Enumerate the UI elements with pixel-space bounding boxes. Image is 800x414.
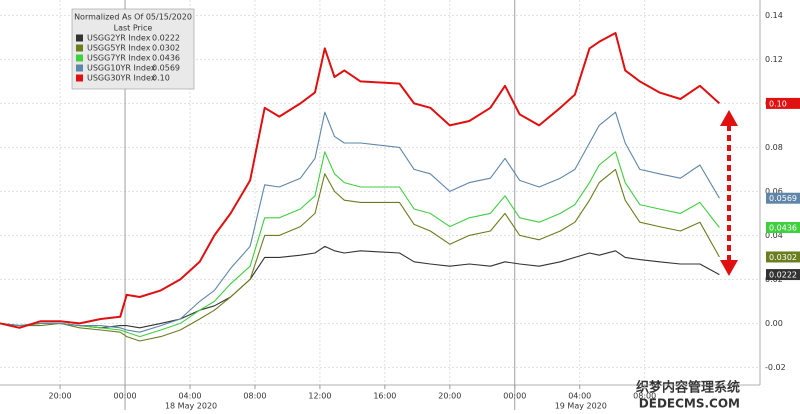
last-price-box <box>766 269 800 281</box>
legend-value: 0.10 <box>152 74 170 83</box>
arrow-head <box>720 260 738 276</box>
watermark: 织梦内容管理系统 <box>636 380 740 396</box>
legend-label: USGG30YR Index <box>87 74 156 83</box>
legend-subtitle: Last Price <box>114 24 153 33</box>
last-price-box <box>766 221 800 233</box>
legend-box <box>71 8 195 90</box>
y-tick-label: 0.00 <box>765 319 783 328</box>
red-arrow <box>720 110 738 276</box>
x-tick-label: 12:00 <box>308 392 331 401</box>
series-line <box>0 32 721 329</box>
legend-value: 0.0569 <box>152 64 180 73</box>
y-tick-label: 0.08 <box>765 143 783 152</box>
watermark: DEDECMS.COM <box>639 397 740 411</box>
y-tick-label: 0.14 <box>765 11 783 20</box>
legend-swatch <box>76 54 83 62</box>
last-price-label: 0.0569 <box>769 194 797 203</box>
y-tick-label: 0.06 <box>765 187 783 196</box>
x-tick-label: 16:00 <box>373 392 396 401</box>
legend-label: USGG5YR Index <box>87 44 151 53</box>
date-label: 19 May 2020 <box>555 402 607 411</box>
legend-value: 0.0222 <box>152 34 180 43</box>
x-tick-label: 08:00 <box>633 392 656 401</box>
legend-label: USGG10YR Index <box>87 64 156 73</box>
legend-swatch <box>76 64 83 72</box>
arrow-head <box>720 110 738 126</box>
legend-title: Normalized As Of 05/15/2020 <box>74 13 192 22</box>
series-line <box>0 111 720 333</box>
last-price-label: 0.10 <box>769 99 787 108</box>
series-line <box>0 245 720 329</box>
legend-swatch <box>76 44 83 52</box>
legend-label: USGG7YR Index <box>87 54 151 63</box>
x-tick-label: 08:00 <box>243 392 266 401</box>
last-price-label: 0.0222 <box>769 271 797 280</box>
y-tick-label: 0.04 <box>765 231 783 240</box>
y-tick-label: 0.12 <box>765 55 783 64</box>
legend-swatch <box>76 34 83 42</box>
last-price-label: 0.0436 <box>769 223 797 232</box>
date-label: 18 May 2020 <box>165 402 217 411</box>
legend-swatch <box>76 74 83 82</box>
x-tick-label: 00:00 <box>114 392 137 401</box>
legend-label: USGG2YR Index <box>87 34 151 43</box>
x-tick-label: 20:00 <box>438 392 461 401</box>
plot-lines <box>0 32 721 342</box>
last-price-box <box>766 97 800 109</box>
legend-value: 0.0436 <box>152 54 180 63</box>
series-line <box>0 151 720 338</box>
x-tick-label: 04:00 <box>568 392 591 401</box>
series-line <box>0 168 720 342</box>
y-tick-label: -0.02 <box>765 363 786 372</box>
x-tick-label: 20:00 <box>49 392 72 401</box>
x-tick-label: 00:00 <box>503 392 526 401</box>
last-price-box <box>766 192 800 204</box>
legend-value: 0.0302 <box>152 44 180 53</box>
last-price-box <box>766 251 800 263</box>
legend: Normalized As Of 05/15/2020 Last Price U… <box>71 8 195 90</box>
x-tick-label: 04:00 <box>178 392 201 401</box>
last-price-label: 0.0302 <box>769 253 797 262</box>
